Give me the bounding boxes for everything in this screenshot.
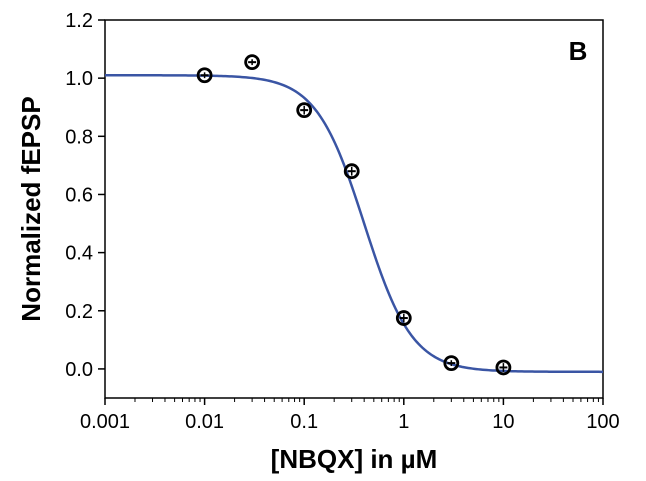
y-tick-label: 1.0: [65, 68, 93, 90]
y-tick-label: 0.4: [65, 243, 93, 265]
point-marker: [196, 67, 213, 84]
x-tick-label: 100: [586, 411, 619, 433]
y-axis: 0.0 0.2 0.4 0.6 0.8 1.0 1.2: [65, 10, 105, 381]
x-tick-label: 0.01: [185, 411, 224, 433]
y-axis-title: Normalized fEPSP: [16, 96, 46, 321]
x-axis: 0.001 0.01 0.1 1 10 100: [80, 398, 620, 433]
point-marker: [296, 102, 313, 119]
plot-frame: [104, 19, 604, 399]
x-tick-label: 0.001: [80, 411, 130, 433]
y-tick-label: 0.2: [65, 301, 93, 323]
y-tick-label: 0.8: [65, 126, 93, 148]
data-point: [395, 310, 412, 326]
point-marker: [395, 310, 412, 326]
panel-label: B: [569, 36, 588, 66]
y-tick-label: 0.0: [65, 359, 93, 381]
x-tick-label: 0.1: [290, 411, 318, 433]
y-tick-label: 0.6: [65, 184, 93, 206]
point-marker: [343, 163, 360, 180]
data-point: [296, 102, 313, 119]
x-axis-title: [NBQX] in µM: [271, 444, 438, 474]
point-marker: [244, 54, 261, 71]
x-tick-label: 1: [398, 411, 409, 433]
point-marker: [495, 359, 512, 376]
y-tick-label: 1.2: [65, 10, 93, 32]
point-marker: [443, 355, 460, 372]
data-point: [343, 163, 360, 180]
data-point: [495, 359, 512, 376]
x-tick-label: 10: [492, 411, 514, 433]
data-points: [196, 54, 512, 376]
data-point: [196, 67, 213, 84]
fit-curve: [105, 74, 603, 374]
data-point: [443, 355, 460, 372]
data-point: [244, 54, 261, 71]
